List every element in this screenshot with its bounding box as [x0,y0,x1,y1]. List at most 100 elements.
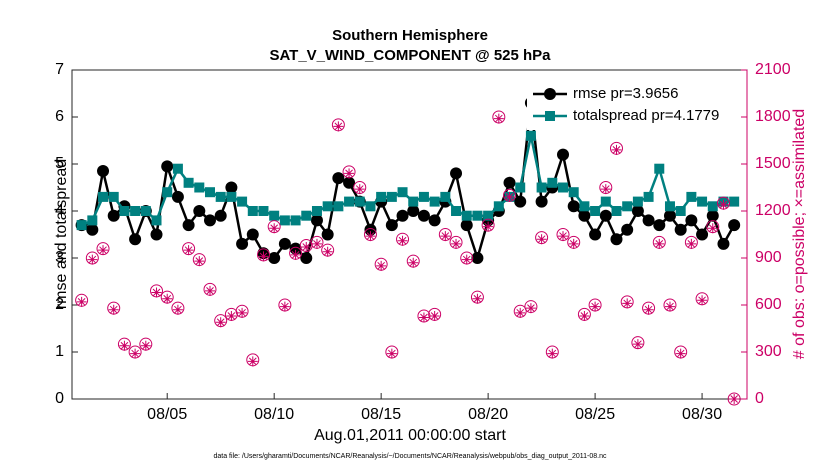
marker [515,307,526,318]
marker [611,144,622,155]
marker [729,196,740,207]
x-tick-label: 08/25 [575,406,615,423]
marker [343,176,356,189]
marker [504,191,515,202]
marker [119,340,130,351]
marker [408,257,419,268]
y-axis-label: rmse and totalspread [53,159,70,309]
marker [203,214,216,227]
marker [97,165,110,178]
marker [130,348,141,359]
marker [493,201,504,212]
marker [451,238,462,249]
marker [547,177,558,188]
marker [450,167,463,180]
marker [150,228,163,241]
marker [589,228,602,241]
marker [332,172,345,185]
marker [578,209,591,222]
marker [322,246,333,257]
x-axis-label: Aug.01,2011 00:00:00 start [314,427,506,444]
marker [579,201,590,212]
marker [718,199,729,210]
marker [653,219,666,232]
legend-marker [545,111,555,121]
y2-tick-label: 1500 [755,155,791,172]
marker [269,223,280,234]
marker [183,245,194,256]
marker [301,242,312,253]
marker [278,237,291,250]
marker [663,209,676,222]
marker [558,231,569,242]
marker [707,223,718,234]
marker [707,201,718,212]
y2-tick-label: 0 [755,390,764,407]
marker [622,298,633,309]
marker [621,223,634,236]
marker [493,113,504,124]
marker [440,231,451,242]
marker [333,121,344,132]
marker [727,392,741,406]
marker [631,205,644,217]
marker [354,184,365,195]
marker [397,235,408,246]
marker [129,233,142,246]
y-tick-label: 7 [55,61,64,78]
marker [214,209,227,222]
marker [706,209,719,222]
marker [162,187,173,198]
marker [268,252,281,264]
marker [258,251,269,262]
marker [590,301,601,312]
marker [108,304,119,315]
y2-tick-label: 1800 [755,108,791,125]
marker [697,196,708,207]
marker [365,201,376,212]
marker [568,238,579,249]
marker [365,231,376,242]
marker [310,214,323,227]
marker [696,228,709,241]
marker [643,191,654,202]
marker [76,220,87,231]
marker [182,219,195,232]
marker [354,196,365,207]
marker [483,210,494,221]
marker [429,310,440,321]
marker [686,191,697,202]
marker [76,296,87,307]
x-tick-label: 08/15 [361,406,401,423]
marker [344,196,355,207]
marker [247,206,258,216]
marker [686,238,697,249]
marker [664,201,675,212]
marker [301,210,312,221]
marker [558,182,569,193]
chart-subtitle: SAT_V_WIND_COMPONENT @ 525 hPa [269,47,551,64]
y-tick-label: 6 [55,108,64,125]
marker [258,206,269,216]
legend-box [527,80,737,130]
marker [107,209,120,222]
marker [685,214,698,227]
marker [697,295,708,306]
marker [87,254,98,265]
marker [654,238,665,249]
marker [407,205,420,217]
y-tick-label: 4 [55,202,64,219]
marker [279,215,290,226]
marker [483,221,494,232]
marker [632,339,643,350]
marker [460,219,473,232]
marker [376,191,387,202]
marker [503,176,516,189]
y-tick-label: 5 [55,155,64,172]
marker [333,201,344,212]
marker [161,160,174,173]
marker [108,191,119,202]
marker [590,206,601,216]
marker [567,200,580,213]
